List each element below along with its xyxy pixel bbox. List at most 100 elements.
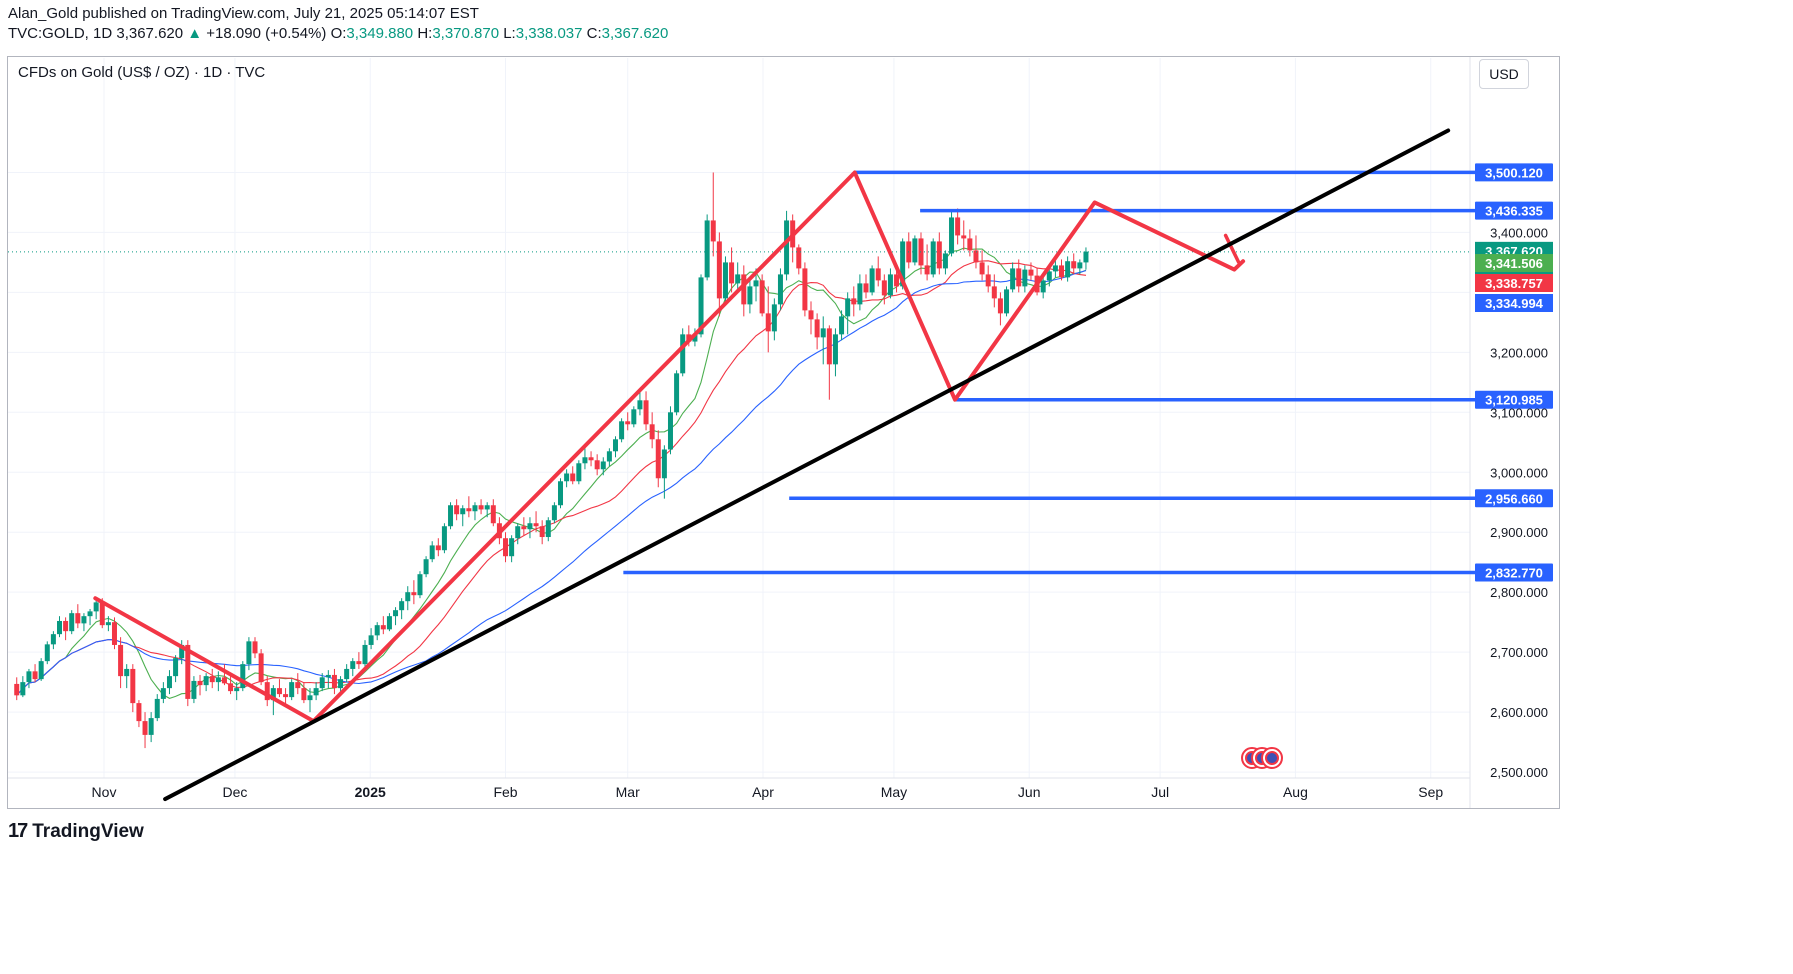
time-axis-label: Mar — [616, 784, 640, 800]
price-tick-label: 2,500.000 — [1490, 765, 1548, 780]
level-price-tag — [1475, 489, 1553, 508]
candle-body — [63, 620, 69, 632]
candle-body — [344, 668, 350, 680]
time-axis-label: Feb — [493, 784, 517, 800]
candle-body — [949, 217, 955, 254]
candle-body — [551, 505, 557, 521]
candle-body — [331, 674, 337, 689]
candle-body — [490, 505, 496, 524]
candle-body — [283, 694, 289, 698]
level-price-label: 2,956.660 — [1485, 491, 1543, 506]
candle-body — [832, 334, 838, 365]
candle-body — [154, 698, 160, 719]
candle-body — [961, 235, 967, 239]
candle-body — [252, 641, 258, 654]
candle-body — [558, 481, 564, 506]
level-price-tag — [1475, 201, 1553, 220]
candle-body — [405, 592, 411, 602]
price-tick-label: 2,600.000 — [1490, 705, 1548, 720]
candle-body — [246, 641, 252, 665]
publisher-line: Alan_Gold published on TradingView.com, … — [8, 5, 479, 22]
level-price-tag — [1475, 163, 1553, 182]
candle-body — [160, 688, 166, 699]
breakout-arrow-icon — [1223, 233, 1241, 265]
candle-body — [221, 677, 227, 684]
candle-body — [912, 238, 918, 263]
candle-body — [655, 439, 661, 479]
candle-body — [900, 241, 906, 287]
candle-body — [539, 526, 545, 538]
candle-body — [814, 319, 820, 338]
candle-body — [594, 460, 600, 470]
candle-body — [1077, 262, 1083, 269]
time-axis-label: Apr — [752, 784, 774, 800]
candle-body — [863, 283, 869, 293]
candle-body — [716, 241, 722, 299]
candle-body — [75, 613, 81, 624]
ma-price-tag — [1475, 274, 1553, 292]
last-price: 3,367.620 — [116, 25, 184, 42]
candle-body — [26, 671, 32, 683]
candle-body — [380, 625, 386, 630]
candle-body — [722, 262, 728, 299]
candle-body — [667, 412, 673, 450]
candle-body — [301, 688, 307, 701]
candle-body — [845, 298, 851, 317]
candle-body — [472, 505, 478, 512]
candle-body — [454, 505, 460, 515]
candle-body — [1059, 265, 1065, 278]
candle-body — [478, 505, 484, 510]
candle-body — [698, 277, 704, 335]
candle-body — [356, 661, 362, 665]
close-label: C: — [586, 25, 602, 42]
candle-body — [588, 457, 594, 461]
moving-average-line — [16, 247, 1087, 699]
black-trendline — [163, 128, 1451, 802]
time-axis-label: Jun — [1018, 784, 1041, 800]
price-chart[interactable]: 3,500.120 3,436.335 3,120.985 2,956.660 2,83… — [0, 0, 1564, 850]
candle-body — [631, 409, 637, 425]
price-tick-label: 3,100.000 — [1490, 405, 1548, 420]
candle-body — [680, 334, 686, 374]
candle-body — [649, 424, 655, 440]
candle-body — [166, 676, 172, 689]
candle-body — [386, 616, 392, 630]
high-value: 3,370.870 — [432, 25, 500, 42]
candle-body — [674, 373, 680, 413]
candle-body — [264, 682, 270, 701]
currency-button[interactable]: USD — [1479, 59, 1529, 89]
candle-body — [130, 668, 136, 704]
candle-body — [393, 610, 399, 617]
candle-body — [20, 682, 26, 696]
ohlc-line: TVC:GOLD, 1D 3,367.620 ▲ +18.090 (+0.54%… — [8, 25, 668, 42]
chart-frame[interactable] — [7, 56, 1560, 809]
candle-body — [826, 328, 832, 365]
price-tick-label: 2,700.000 — [1490, 645, 1548, 660]
candle-body — [38, 661, 44, 680]
candle-body — [802, 268, 808, 311]
candle-body — [240, 664, 246, 689]
candle-body — [484, 505, 490, 510]
time-axis-label: Dec — [222, 784, 247, 800]
candle-body — [759, 280, 765, 314]
candle-body — [997, 298, 1003, 314]
candle-body — [704, 220, 710, 278]
candle-body — [967, 238, 973, 251]
tradingview-logo[interactable]: 17 TradingView — [8, 820, 144, 843]
candle-body — [570, 473, 576, 482]
candle-body — [973, 250, 979, 263]
level-price-label: 2,832.770 — [1485, 566, 1543, 581]
chart-symbol-title: CFDs on Gold (US$ / OZ) · 1D · TVC — [18, 64, 266, 81]
candle-body — [368, 635, 374, 645]
candle-body — [185, 644, 191, 699]
ma-price-label: 3,341.506 — [1485, 256, 1543, 271]
high-label: H: — [417, 25, 433, 42]
candle-body — [466, 508, 472, 512]
candle-body — [258, 653, 264, 683]
candle-body — [875, 268, 881, 281]
candle-body — [881, 280, 887, 296]
candle-body — [600, 461, 606, 470]
candle-body — [612, 439, 618, 452]
candle-body — [423, 559, 429, 575]
candle-body — [894, 274, 900, 287]
